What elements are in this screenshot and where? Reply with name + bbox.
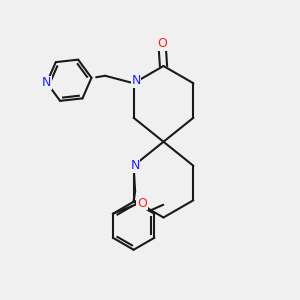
Text: N: N	[130, 159, 140, 172]
Text: O: O	[137, 197, 147, 210]
Text: N: N	[42, 76, 51, 89]
Text: O: O	[157, 37, 167, 50]
Text: N: N	[131, 74, 141, 87]
